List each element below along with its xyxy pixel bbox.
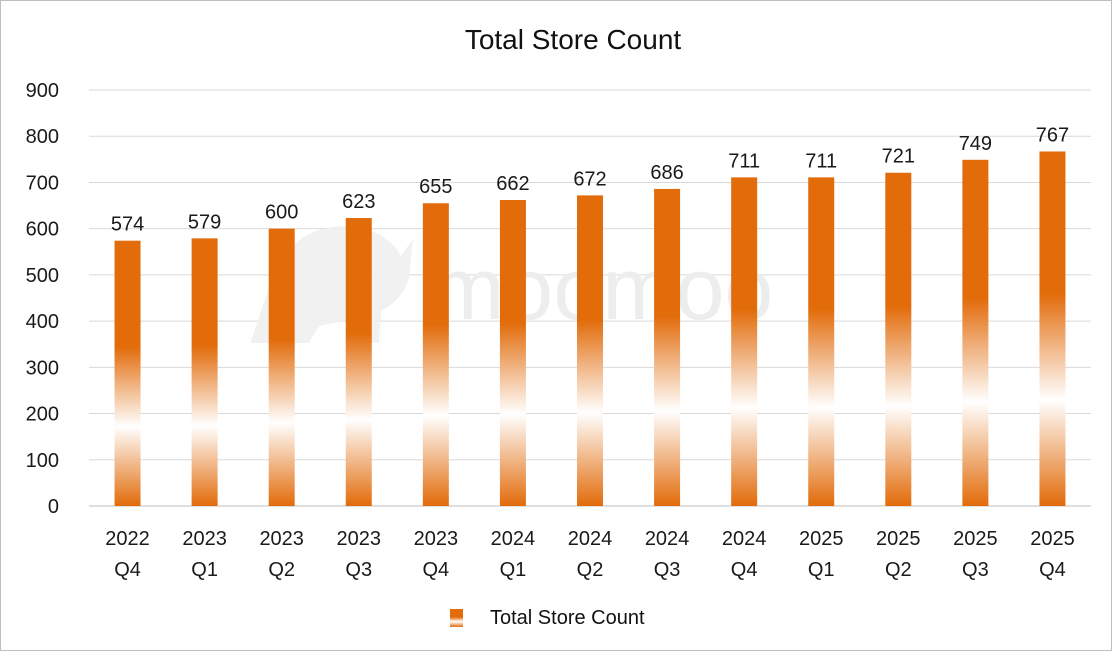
x-tick-label-line: Q4 (731, 559, 758, 581)
bar (114, 240, 141, 506)
legend-swatch (450, 609, 463, 627)
y-tick-label: 100 (26, 450, 59, 472)
legend-label: Total Store Count (490, 607, 645, 629)
y-tick-label: 0 (48, 496, 59, 518)
x-tick-label: 2025 Q3 (953, 528, 998, 581)
x-tick-label-line: 2025 (1030, 528, 1075, 550)
data-label: 623 (342, 191, 375, 213)
data-label: 749 (959, 133, 992, 155)
bar (808, 177, 835, 507)
data-label: 686 (650, 162, 683, 184)
x-tick-label-line: Q2 (885, 559, 912, 581)
data-label: 600 (265, 202, 298, 224)
y-tick-label: 300 (26, 357, 59, 379)
data-label: 721 (882, 146, 915, 168)
bar (1039, 151, 1066, 506)
data-label: 579 (188, 211, 221, 233)
x-tick-label-line: 2023 (414, 528, 459, 550)
bar (962, 159, 989, 506)
x-tick-label-line: Q1 (808, 559, 835, 581)
x-tick-label-line: 2022 (105, 528, 150, 550)
x-tick-label-line: Q4 (423, 559, 450, 581)
data-label: 672 (573, 168, 606, 190)
x-tick-label: 2024 Q2 (568, 528, 613, 581)
bar (268, 228, 295, 506)
x-tick-label-line: Q1 (500, 559, 527, 581)
x-tick-label-line: 2023 (337, 528, 382, 550)
bar (345, 218, 372, 506)
data-label: 711 (805, 150, 837, 172)
x-tick-label: 2025 Q1 (799, 528, 844, 581)
x-tick-label-line: 2025 (876, 528, 921, 550)
bar (731, 177, 758, 507)
chart-title: Total Store Count (465, 24, 682, 55)
x-tick-label-line: Q4 (1039, 559, 1066, 581)
y-tick-label: 700 (26, 172, 59, 194)
x-tick-label-line: 2024 (722, 528, 767, 550)
x-tick-label-line: Q3 (654, 559, 681, 581)
x-tick-label-line: Q4 (114, 559, 141, 581)
x-tick-label-line: Q2 (268, 559, 295, 581)
x-tick-label-line: 2023 (182, 528, 227, 550)
y-tick-label: 900 (26, 80, 59, 102)
y-axis-labels: 0 100 200 300 400 500 600 700 800 900 (26, 80, 59, 518)
x-tick-label: 2024 Q1 (491, 528, 536, 581)
x-tick-label: 2025 Q4 (1030, 528, 1075, 581)
x-tick-label-line: Q3 (962, 559, 989, 581)
x-tick-label: 2023 Q2 (259, 528, 304, 581)
x-tick-label-line: 2025 (799, 528, 844, 550)
y-tick-label: 400 (26, 311, 59, 333)
data-label: 655 (419, 176, 452, 198)
x-tick-label-line: Q1 (191, 559, 218, 581)
bars: 574 579 600 623 655 662 672 686 711 711 721 749 767 (111, 124, 1069, 507)
y-tick-label: 600 (26, 219, 59, 241)
x-tick-label: 2024 Q3 (645, 528, 690, 581)
bar (654, 188, 681, 506)
data-label: 711 (728, 150, 760, 172)
bar (422, 203, 449, 506)
x-tick-label: 2025 Q2 (876, 528, 921, 581)
bar (885, 172, 912, 506)
x-tick-label: 2023 Q1 (182, 528, 227, 581)
x-tick-label: 2023 Q3 (337, 528, 382, 581)
data-label: 574 (111, 214, 144, 236)
x-tick-label-line: 2024 (491, 528, 536, 550)
bar (191, 238, 218, 506)
y-tick-label: 200 (26, 404, 59, 426)
x-tick-label: 2024 Q4 (722, 528, 767, 581)
x-tick-label-line: Q3 (345, 559, 372, 581)
x-tick-label: 2023 Q4 (414, 528, 459, 581)
x-tick-label-line: 2024 (568, 528, 613, 550)
legend: Total Store Count (450, 607, 645, 629)
x-tick-label: 2022 Q4 (105, 528, 150, 581)
y-tick-label: 500 (26, 265, 59, 287)
x-tick-label-line: Q2 (577, 559, 604, 581)
x-tick-label-line: 2024 (645, 528, 690, 550)
y-tick-label: 800 (26, 126, 59, 148)
data-label: 662 (496, 173, 529, 195)
x-tick-label-line: 2023 (259, 528, 304, 550)
data-label: 767 (1036, 124, 1069, 146)
x-tick-label-line: 2025 (953, 528, 998, 550)
bar (577, 195, 603, 507)
bar (499, 200, 526, 506)
